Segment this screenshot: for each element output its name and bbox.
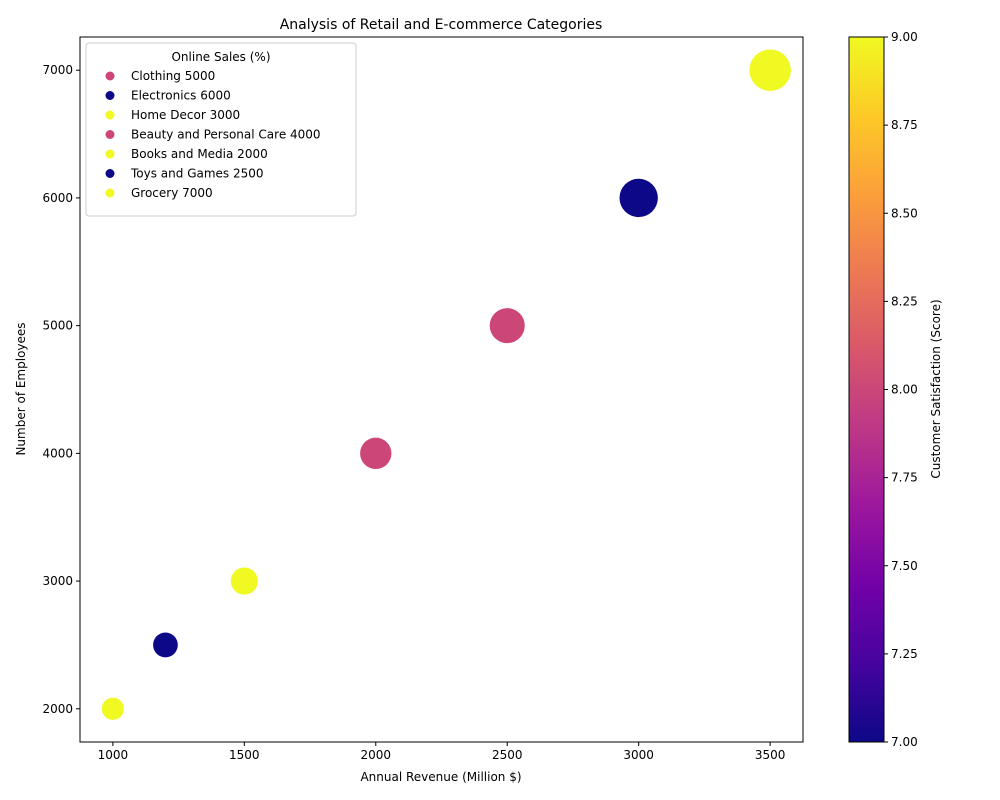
colorbar-tick-label: 8.75 <box>891 118 918 132</box>
bubble-clothing <box>489 308 525 344</box>
colorbar: 7.00 7.25 7.50 7.75 8.00 8.25 8.50 8.75 9.00 Cus… <box>848 30 943 749</box>
bubble-toys-and-games <box>153 632 178 658</box>
y-tick-label: 6000 <box>42 191 73 205</box>
colorbar-tick-label: 8.00 <box>891 383 918 397</box>
legend-box <box>85 42 357 217</box>
colorbar-tick-label: 9.00 <box>891 30 918 44</box>
legend-label: Electronics 6000 <box>131 89 231 103</box>
legend-label: Grocery 7000 <box>131 186 213 200</box>
bubble-beauty-and-personal-care <box>360 437 392 470</box>
x-tick-label: 2000 <box>360 748 391 762</box>
legend: Online Sales (%) Clothing 5000 Electronic… <box>85 42 357 217</box>
legend-marker <box>105 91 115 100</box>
x-axis-label: Annual Revenue (Million $) <box>360 770 521 784</box>
legend-marker <box>105 110 115 120</box>
colorbar-tick-label: 7.00 <box>891 735 918 749</box>
y-tick-label: 2000 <box>42 702 73 716</box>
y-tick-label: 7000 <box>42 63 73 77</box>
colorbar-tick-label: 7.25 <box>891 647 918 661</box>
legend-label: Toys and Games 2500 <box>130 167 264 181</box>
bubble-electronics <box>619 178 658 218</box>
bubble-home-decor <box>230 567 258 595</box>
colorbar-label: Customer Satisfaction (Score) <box>929 299 943 478</box>
legend-entries: Clothing 5000 Electronics 6000 Home Decor … <box>105 69 321 200</box>
legend-marker <box>105 130 115 139</box>
x-axis-ticks: 1000 1500 2000 2500 3000 3500 <box>98 742 786 762</box>
legend-label: Beauty and Personal Care 4000 <box>131 128 321 142</box>
legend-title: Online Sales (%) <box>171 50 270 64</box>
x-tick-label: 3500 <box>755 748 786 762</box>
colorbar-tick-label: 7.50 <box>891 559 918 573</box>
legend-marker <box>105 169 115 178</box>
colorbar-tick-label: 8.25 <box>891 294 918 308</box>
x-tick-label: 3000 <box>623 748 654 762</box>
legend-marker <box>105 71 115 81</box>
plot-border <box>79 36 804 743</box>
y-axis-ticks: 2000 3000 4000 5000 6000 7000 <box>42 63 80 716</box>
x-tick-label: 1500 <box>229 748 260 762</box>
y-tick-label: 5000 <box>42 319 73 333</box>
legend-marker <box>105 188 115 198</box>
legend-label: Home Decor 3000 <box>131 108 240 122</box>
chart-title: Analysis of Retail and E-commerce Catego… <box>280 17 603 33</box>
legend-label: Books and Media 2000 <box>131 147 268 161</box>
y-tick-label: 4000 <box>42 446 73 460</box>
bubble-books-and-media <box>101 697 124 720</box>
legend-label: Clothing 5000 <box>131 69 215 83</box>
colorbar-tick-label: 7.75 <box>891 471 918 485</box>
x-tick-label: 2500 <box>492 748 523 762</box>
bubble-grocery <box>749 49 791 91</box>
legend-marker <box>105 149 115 159</box>
colorbar-gradient <box>848 36 885 743</box>
colorbar-tick-label: 8.50 <box>891 206 918 220</box>
y-axis-label: Number of Employees <box>14 322 28 455</box>
colorbar-ticks: 7.00 7.25 7.50 7.75 8.00 8.25 8.50 8.75 9.00 <box>884 30 918 749</box>
data-points <box>101 49 791 720</box>
x-tick-label: 1000 <box>98 748 129 762</box>
y-tick-label: 3000 <box>42 574 73 588</box>
